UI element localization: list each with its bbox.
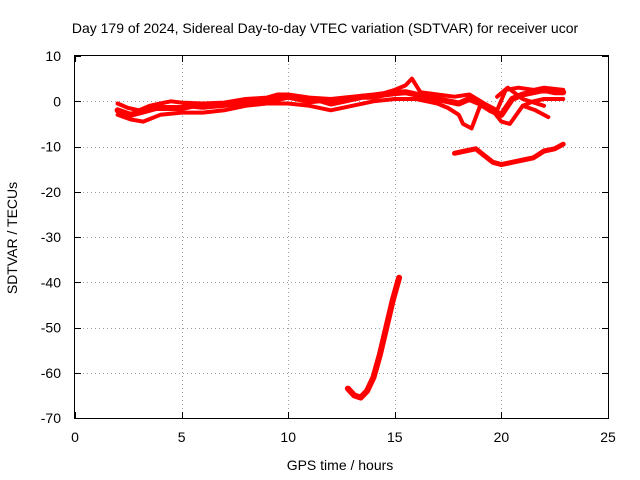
x-tick-label: 15 <box>387 429 403 445</box>
y-tick-label: -20 <box>41 184 61 200</box>
x-tick-label: 20 <box>494 429 510 445</box>
chart-title: Day 179 of 2024, Sidereal Day-to-day VTE… <box>72 20 579 36</box>
series-line-lower-variation <box>115 97 566 131</box>
x-tick-label: 5 <box>178 429 186 445</box>
series-line-upper-variation <box>115 76 566 113</box>
x-axis-title: GPS time / hours <box>287 457 394 473</box>
ticks: 0 5 10 15 20 25 -70 -60 -50 -40 -30 -20 -10 0 10 <box>41 48 616 445</box>
y-tick-label: -10 <box>41 139 61 155</box>
plot-frame <box>74 55 609 419</box>
series-line-mid-branch <box>452 141 566 168</box>
y-tick-label: -30 <box>41 229 61 245</box>
y-tick-label: -70 <box>41 410 61 426</box>
y-tick-label: 0 <box>53 93 61 109</box>
y-tick-label: 10 <box>45 48 61 64</box>
series-line-spur-a <box>495 85 546 108</box>
y-axis-title: SDTVAR / TECUs <box>4 182 20 294</box>
data-series <box>114 76 567 401</box>
x-tick-label: 0 <box>71 429 79 445</box>
y-tick-label: -40 <box>41 274 61 290</box>
x-tick-label: 10 <box>280 429 296 445</box>
x-tick-label: 25 <box>600 429 616 445</box>
series-line-spur-b <box>520 103 551 120</box>
series-line-deep-branch <box>344 274 403 401</box>
y-tick-label: -50 <box>41 320 61 336</box>
y-tick-label: -60 <box>41 365 61 381</box>
